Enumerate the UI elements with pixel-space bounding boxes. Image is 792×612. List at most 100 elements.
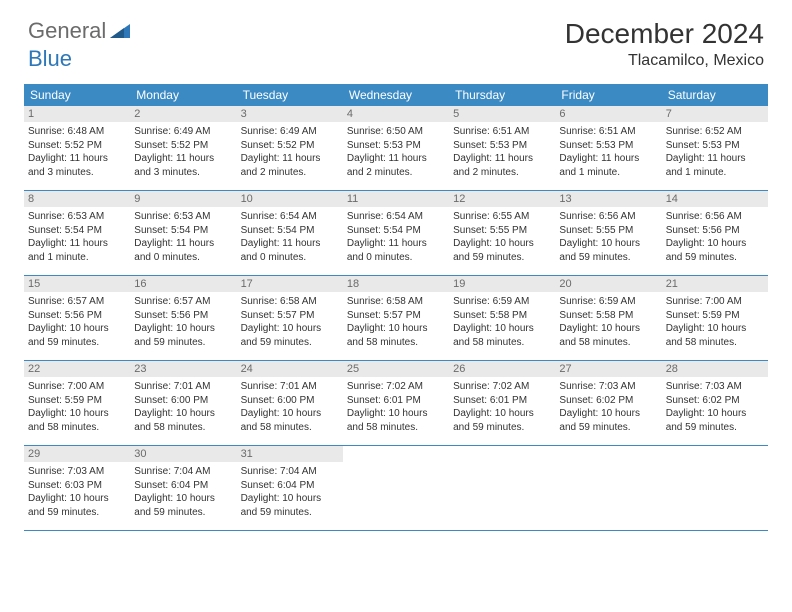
sunset-line: Sunset: 6:04 PM (134, 479, 232, 493)
calendar-cell: 20 Sunrise: 6:59 AMSunset: 5:58 PMDayligh… (555, 276, 661, 360)
calendar-cell: 1Sunrise: 6:48 AMSunset: 5:52 PMDaylight… (24, 106, 130, 190)
sunset-line: Sunset: 5:54 PM (134, 224, 232, 238)
sunset-line: Sunset: 6:00 PM (241, 394, 339, 408)
calendar-cell: 30Sunrise: 7:04 AMSunset: 6:04 PMDayligh… (130, 446, 236, 530)
sunset-line: Sunset: 5:54 PM (347, 224, 445, 238)
day-number: 16 (130, 276, 236, 292)
calendar-cell: 10Sunrise: 6:54 AMSunset: 5:54 PMDayligh… (237, 191, 343, 275)
sunset-line: Sunset: 5:52 PM (134, 139, 232, 153)
sunset-line: Sunset: 5:56 PM (134, 309, 232, 323)
sunrise-line: Sunrise: 6:56 AM (559, 210, 657, 224)
calendar-cell: 28Sunrise: 7:03 AMSunset: 6:02 PMDayligh… (662, 361, 768, 445)
day-number: 27 (555, 361, 661, 377)
sunrise-line: Sunrise: 7:01 AM (134, 380, 232, 394)
daylight-line: Daylight: 10 hours and 59 minutes. (241, 492, 339, 519)
weekday-friday: Friday (555, 84, 661, 106)
weekday-wednesday: Wednesday (343, 84, 449, 106)
daylight-line: Daylight: 11 hours and 3 minutes. (28, 152, 126, 179)
day-number: 26 (449, 361, 555, 377)
sunrise-line: Sunrise: 6:59 AM (559, 295, 657, 309)
day-number: 24 (237, 361, 343, 377)
day-number: 29 (24, 446, 130, 462)
calendar-cell (555, 446, 661, 530)
calendar-cell: 5 Sunrise: 6:51 AMSunset: 5:53 PMDaylight… (449, 106, 555, 190)
day-number: 2 (130, 106, 236, 122)
day-number: 13 (555, 191, 661, 207)
sunrise-line: Sunrise: 6:54 AM (347, 210, 445, 224)
sunset-line: Sunset: 5:53 PM (453, 139, 551, 153)
sunset-line: Sunset: 5:53 PM (666, 139, 764, 153)
sunrise-line: Sunrise: 6:51 AM (453, 125, 551, 139)
calendar-cell: 9Sunrise: 6:53 AMSunset: 5:54 PMDaylight… (130, 191, 236, 275)
calendar: Sunday Monday Tuesday Wednesday Thursday… (24, 84, 768, 531)
sunset-line: Sunset: 6:03 PM (28, 479, 126, 493)
sunrise-line: Sunrise: 6:49 AM (134, 125, 232, 139)
sunset-line: Sunset: 5:56 PM (666, 224, 764, 238)
sunset-line: Sunset: 5:55 PM (453, 224, 551, 238)
daylight-line: Daylight: 10 hours and 59 minutes. (559, 407, 657, 434)
sunrise-line: Sunrise: 7:03 AM (559, 380, 657, 394)
calendar-week: 22Sunrise: 7:00 AMSunset: 5:59 PMDayligh… (24, 361, 768, 446)
day-number: 14 (662, 191, 768, 207)
sunrise-line: Sunrise: 6:58 AM (241, 295, 339, 309)
day-number: 28 (662, 361, 768, 377)
daylight-line: Daylight: 10 hours and 58 minutes. (453, 322, 551, 349)
daylight-line: Daylight: 11 hours and 2 minutes. (241, 152, 339, 179)
sunrise-line: Sunrise: 7:01 AM (241, 380, 339, 394)
daylight-line: Daylight: 10 hours and 58 minutes. (28, 407, 126, 434)
sunrise-line: Sunrise: 6:59 AM (453, 295, 551, 309)
sunset-line: Sunset: 5:59 PM (28, 394, 126, 408)
sunset-line: Sunset: 6:04 PM (241, 479, 339, 493)
sunrise-line: Sunrise: 6:56 AM (666, 210, 764, 224)
daylight-line: Daylight: 10 hours and 58 minutes. (134, 407, 232, 434)
daylight-line: Daylight: 11 hours and 1 minute. (559, 152, 657, 179)
sunrise-line: Sunrise: 7:00 AM (666, 295, 764, 309)
calendar-cell: 7Sunrise: 6:52 AMSunset: 5:53 PMDaylight… (662, 106, 768, 190)
day-number: 5 (449, 106, 555, 122)
daylight-line: Daylight: 11 hours and 2 minutes. (453, 152, 551, 179)
calendar-body: 1Sunrise: 6:48 AMSunset: 5:52 PMDaylight… (24, 106, 768, 531)
sunset-line: Sunset: 5:57 PM (347, 309, 445, 323)
sunrise-line: Sunrise: 7:02 AM (453, 380, 551, 394)
sunrise-line: Sunrise: 6:57 AM (134, 295, 232, 309)
calendar-week: 8Sunrise: 6:53 AMSunset: 5:54 PMDaylight… (24, 191, 768, 276)
daylight-line: Daylight: 10 hours and 59 minutes. (28, 492, 126, 519)
sunset-line: Sunset: 5:52 PM (28, 139, 126, 153)
day-number: 18 (343, 276, 449, 292)
day-number: 17 (237, 276, 343, 292)
sunrise-line: Sunrise: 6:57 AM (28, 295, 126, 309)
sunrise-line: Sunrise: 6:49 AM (241, 125, 339, 139)
sunrise-line: Sunrise: 7:03 AM (666, 380, 764, 394)
sunset-line: Sunset: 5:58 PM (559, 309, 657, 323)
month-title: December 2024 (565, 18, 764, 50)
daylight-line: Daylight: 11 hours and 1 minute. (28, 237, 126, 264)
daylight-line: Daylight: 11 hours and 3 minutes. (134, 152, 232, 179)
sunrise-line: Sunrise: 7:02 AM (347, 380, 445, 394)
location-label: Tlacamilco, Mexico (565, 52, 764, 70)
weekday-monday: Monday (130, 84, 236, 106)
day-number: 6 (555, 106, 661, 122)
calendar-cell: 16Sunrise: 6:57 AMSunset: 5:56 PMDayligh… (130, 276, 236, 360)
weekday-sunday: Sunday (24, 84, 130, 106)
day-number: 20 (555, 276, 661, 292)
daylight-line: Daylight: 10 hours and 58 minutes. (666, 322, 764, 349)
calendar-cell: 25Sunrise: 7:02 AMSunset: 6:01 PMDayligh… (343, 361, 449, 445)
sunrise-line: Sunrise: 6:48 AM (28, 125, 126, 139)
weekday-thursday: Thursday (449, 84, 555, 106)
sunset-line: Sunset: 5:55 PM (559, 224, 657, 238)
day-number: 25 (343, 361, 449, 377)
day-number: 22 (24, 361, 130, 377)
calendar-cell: 15Sunrise: 6:57 AMSunset: 5:56 PMDayligh… (24, 276, 130, 360)
sunset-line: Sunset: 6:01 PM (347, 394, 445, 408)
daylight-line: Daylight: 10 hours and 58 minutes. (559, 322, 657, 349)
calendar-cell: 8Sunrise: 6:53 AMSunset: 5:54 PMDaylight… (24, 191, 130, 275)
calendar-cell: 17Sunrise: 6:58 AMSunset: 5:57 PMDayligh… (237, 276, 343, 360)
sunset-line: Sunset: 5:59 PM (666, 309, 764, 323)
calendar-week: 15Sunrise: 6:57 AMSunset: 5:56 PMDayligh… (24, 276, 768, 361)
calendar-cell: 24Sunrise: 7:01 AMSunset: 6:00 PMDayligh… (237, 361, 343, 445)
day-number: 3 (237, 106, 343, 122)
weekday-saturday: Saturday (662, 84, 768, 106)
sunset-line: Sunset: 5:58 PM (453, 309, 551, 323)
day-number: 31 (237, 446, 343, 462)
daylight-line: Daylight: 10 hours and 59 minutes. (559, 237, 657, 264)
